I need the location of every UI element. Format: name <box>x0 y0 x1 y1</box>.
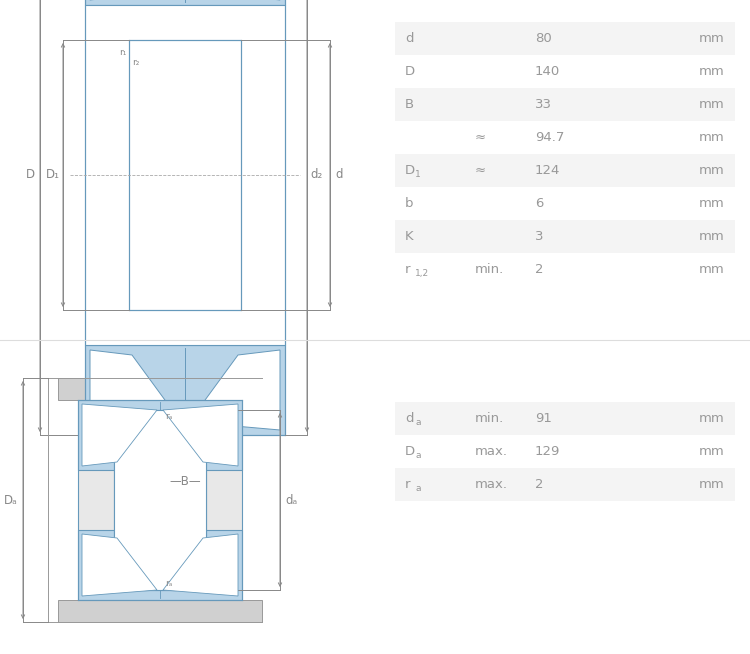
Text: 129: 129 <box>535 445 560 458</box>
Text: D: D <box>405 164 416 177</box>
Polygon shape <box>395 220 735 253</box>
Polygon shape <box>82 404 157 466</box>
Text: r: r <box>405 263 410 276</box>
Text: a: a <box>415 451 421 460</box>
Text: d: d <box>335 169 343 182</box>
Text: mm: mm <box>699 197 725 210</box>
Text: 2: 2 <box>535 263 544 276</box>
Polygon shape <box>395 22 735 55</box>
Polygon shape <box>129 40 241 310</box>
Text: a: a <box>415 484 421 493</box>
Polygon shape <box>90 350 181 430</box>
Text: mm: mm <box>699 412 725 425</box>
Text: 124: 124 <box>535 164 560 177</box>
Text: dₐ: dₐ <box>285 494 297 506</box>
Polygon shape <box>163 534 238 596</box>
Text: mm: mm <box>699 131 725 144</box>
Polygon shape <box>78 400 242 600</box>
Polygon shape <box>85 5 285 345</box>
Text: r: r <box>405 478 410 491</box>
Text: 1,2: 1,2 <box>415 269 429 278</box>
Text: mm: mm <box>699 230 725 243</box>
Text: 1: 1 <box>415 170 421 179</box>
Polygon shape <box>78 400 242 470</box>
Text: d₂: d₂ <box>310 169 322 182</box>
Polygon shape <box>395 154 735 187</box>
Text: 2: 2 <box>535 478 544 491</box>
Text: r₂: r₂ <box>132 58 140 67</box>
Text: 33: 33 <box>535 98 552 111</box>
Text: D: D <box>405 65 416 78</box>
Text: 6: 6 <box>535 197 543 210</box>
Polygon shape <box>85 0 285 5</box>
Text: mm: mm <box>699 164 725 177</box>
Text: 91: 91 <box>535 412 552 425</box>
Text: mm: mm <box>699 478 725 491</box>
Text: 94.7: 94.7 <box>535 131 564 144</box>
Text: ≈: ≈ <box>475 131 486 144</box>
Text: d: d <box>405 412 413 425</box>
Polygon shape <box>395 468 735 501</box>
Text: 80: 80 <box>535 32 552 45</box>
Text: —B—: —B— <box>170 475 201 488</box>
Text: max.: max. <box>475 445 508 458</box>
Polygon shape <box>78 530 242 600</box>
Polygon shape <box>78 470 242 530</box>
Text: min.: min. <box>475 412 504 425</box>
Text: Dₐ: Dₐ <box>4 494 18 506</box>
Polygon shape <box>58 600 262 622</box>
Text: mm: mm <box>699 32 725 45</box>
Text: B: B <box>405 98 414 111</box>
Text: D₁: D₁ <box>46 169 60 182</box>
Text: ≈: ≈ <box>475 164 486 177</box>
Polygon shape <box>114 410 206 590</box>
Text: K: K <box>405 230 414 243</box>
Polygon shape <box>395 88 735 121</box>
Polygon shape <box>163 404 238 466</box>
Polygon shape <box>85 345 285 435</box>
Text: max.: max. <box>475 478 508 491</box>
Polygon shape <box>189 350 280 430</box>
Text: D: D <box>26 169 35 182</box>
Text: mm: mm <box>699 263 725 276</box>
Text: 140: 140 <box>535 65 560 78</box>
Text: r₁: r₁ <box>118 48 126 57</box>
Text: D: D <box>405 445 416 458</box>
Text: a: a <box>415 418 421 427</box>
Text: mm: mm <box>699 98 725 111</box>
Text: mm: mm <box>699 445 725 458</box>
Text: 3: 3 <box>535 230 544 243</box>
Text: mm: mm <box>699 65 725 78</box>
Polygon shape <box>395 402 735 435</box>
Text: rₐ: rₐ <box>165 579 172 588</box>
Polygon shape <box>82 534 157 596</box>
Text: rₐ: rₐ <box>165 412 172 421</box>
Text: min.: min. <box>475 263 504 276</box>
Polygon shape <box>58 378 262 400</box>
Text: b: b <box>405 197 413 210</box>
Text: d: d <box>405 32 413 45</box>
